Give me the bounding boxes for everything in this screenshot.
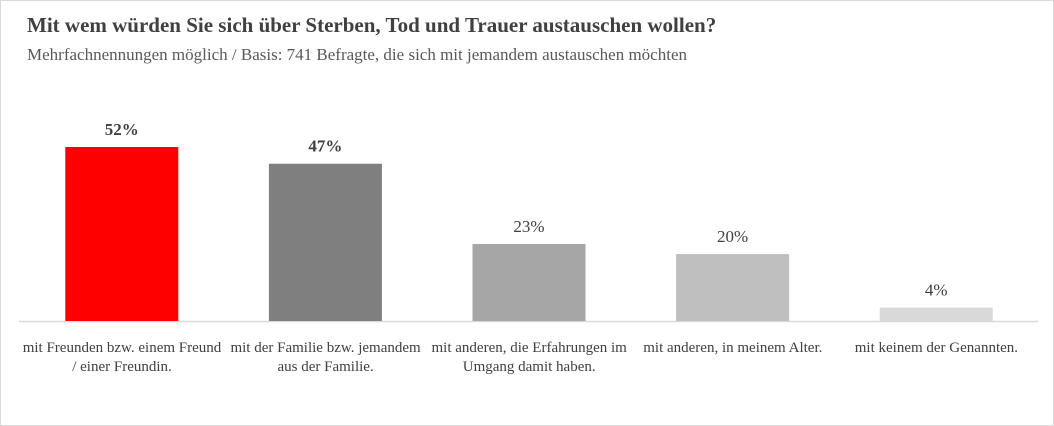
data-label: 4% bbox=[925, 281, 948, 300]
category-label: mit Freunden bzw. einem Freund / einer F… bbox=[22, 340, 222, 375]
data-label: 47% bbox=[308, 137, 342, 156]
category-label: mit anderen, die Erfahrungen im Umgang d… bbox=[431, 340, 627, 375]
data-label: 20% bbox=[717, 227, 748, 246]
bar bbox=[268, 163, 382, 321]
chart-subtitle: Mehrfachnennungen möglich / Basis: 741 B… bbox=[27, 45, 687, 64]
category-label: mit anderen, in meinem Alter. bbox=[643, 340, 823, 356]
data-label: 52% bbox=[105, 120, 139, 139]
bar bbox=[472, 244, 586, 321]
category-label: mit der Familie bzw. jemandem aus der Fa… bbox=[230, 340, 421, 375]
bar bbox=[879, 307, 993, 321]
data-label: 23% bbox=[513, 217, 544, 236]
category-label: mit keinem der Genannten. bbox=[854, 340, 1019, 356]
chart-title: Mit wem würden Sie sich über Sterben, To… bbox=[27, 13, 717, 37]
bar bbox=[676, 254, 790, 321]
bar bbox=[65, 147, 179, 321]
